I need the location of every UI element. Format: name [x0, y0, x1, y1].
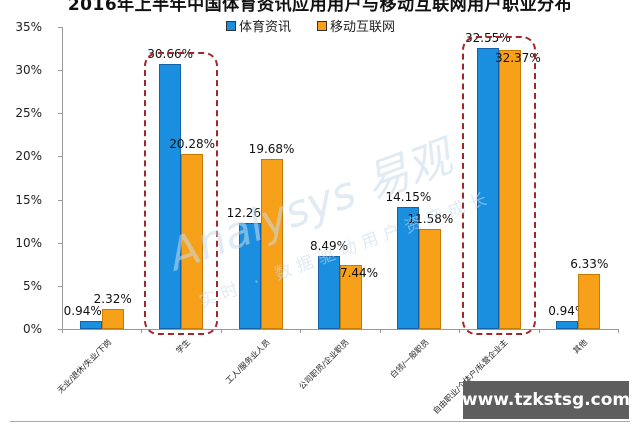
data-label: 19.68% [248, 142, 295, 157]
x-tick [300, 329, 302, 333]
category-label: 白领/一般职员 [388, 337, 431, 380]
legend-label: 体育资讯 [239, 20, 292, 35]
y-tick-label: 0% [22, 322, 42, 336]
category-label: 公司职员/企业职员 [297, 337, 352, 392]
y-tick [58, 199, 62, 201]
x-tick [618, 329, 619, 333]
y-tick [58, 113, 62, 115]
y-tick-label: 10% [15, 235, 42, 250]
bar-mobile-internet [419, 229, 442, 329]
data-label: 2.32% [93, 291, 132, 306]
data-label: 7.44% [339, 265, 379, 280]
data-label: 30.66% [147, 47, 194, 62]
x-tick [538, 329, 540, 333]
y-tick [58, 156, 62, 158]
legend-swatch-blue [226, 20, 236, 31]
data-label: 14.15% [385, 189, 432, 204]
category-label: 工人/服务业人员 [223, 337, 272, 386]
data-label: 32.37% [494, 50, 541, 65]
bar-mobile-internet [340, 264, 362, 329]
x-tick [459, 329, 461, 333]
bottom-divider [10, 421, 630, 422]
legend-item-mobile-internet: 移动互联网 [317, 16, 395, 35]
data-label: 20.28% [169, 137, 216, 151]
data-label: 8.49% [309, 238, 349, 253]
site-watermark-badge: www.tzkstsg.com [462, 381, 630, 419]
bar-mobile-internet [181, 154, 204, 329]
bar-sports-news [238, 223, 261, 329]
x-tick [141, 329, 143, 333]
bar-sports-news [556, 320, 579, 329]
chart-title: 2016年上半年中国体育资讯应用用户与移动互联网用户职业分布 [67, 0, 573, 15]
bar-sports-news [79, 320, 102, 329]
y-tick-label: 30% [15, 63, 42, 78]
bar-mobile-internet [578, 274, 601, 329]
x-axis [62, 329, 618, 330]
y-tick [58, 285, 62, 287]
category-label: 其他 [571, 337, 590, 356]
data-label: 11.58% [407, 212, 454, 227]
bar-mobile-internet [260, 159, 283, 329]
highlight-box [461, 36, 536, 335]
x-tick [379, 329, 381, 333]
bar-sports-news [397, 206, 420, 329]
y-tick-label: 5% [22, 278, 42, 293]
bar-mobile-internet [101, 308, 124, 329]
legend-item-sports-news: 体育资讯 [226, 16, 291, 35]
legend: 体育资讯 移动互联网 [226, 16, 395, 35]
y-tick-label: 20% [15, 149, 42, 164]
bar-sports-news [159, 64, 182, 329]
legend-label: 移动互联网 [330, 20, 396, 35]
data-label: 0.94% [63, 303, 102, 318]
bar-sports-news [318, 255, 340, 329]
data-label: 32.55% [464, 31, 511, 46]
y-tick [58, 329, 62, 330]
highlight-box [144, 52, 219, 335]
y-tick-label: 35% [15, 20, 42, 34]
data-label: 0.94% [548, 303, 587, 318]
y-tick-label: 15% [15, 192, 42, 207]
bar-mobile-internet [498, 49, 521, 329]
category-label: 学生 [174, 337, 193, 356]
bar-sports-news [476, 48, 499, 329]
x-tick [62, 329, 63, 333]
category-label: 无业/退休/失业/下岗 [55, 337, 113, 396]
y-tick [58, 27, 62, 28]
y-tick [58, 70, 62, 72]
y-axis [62, 27, 63, 329]
y-tick [58, 242, 62, 244]
x-tick [220, 329, 222, 333]
y-tick-label: 25% [15, 106, 42, 121]
legend-swatch-orange [317, 20, 328, 31]
data-label: 6.33% [570, 257, 609, 272]
